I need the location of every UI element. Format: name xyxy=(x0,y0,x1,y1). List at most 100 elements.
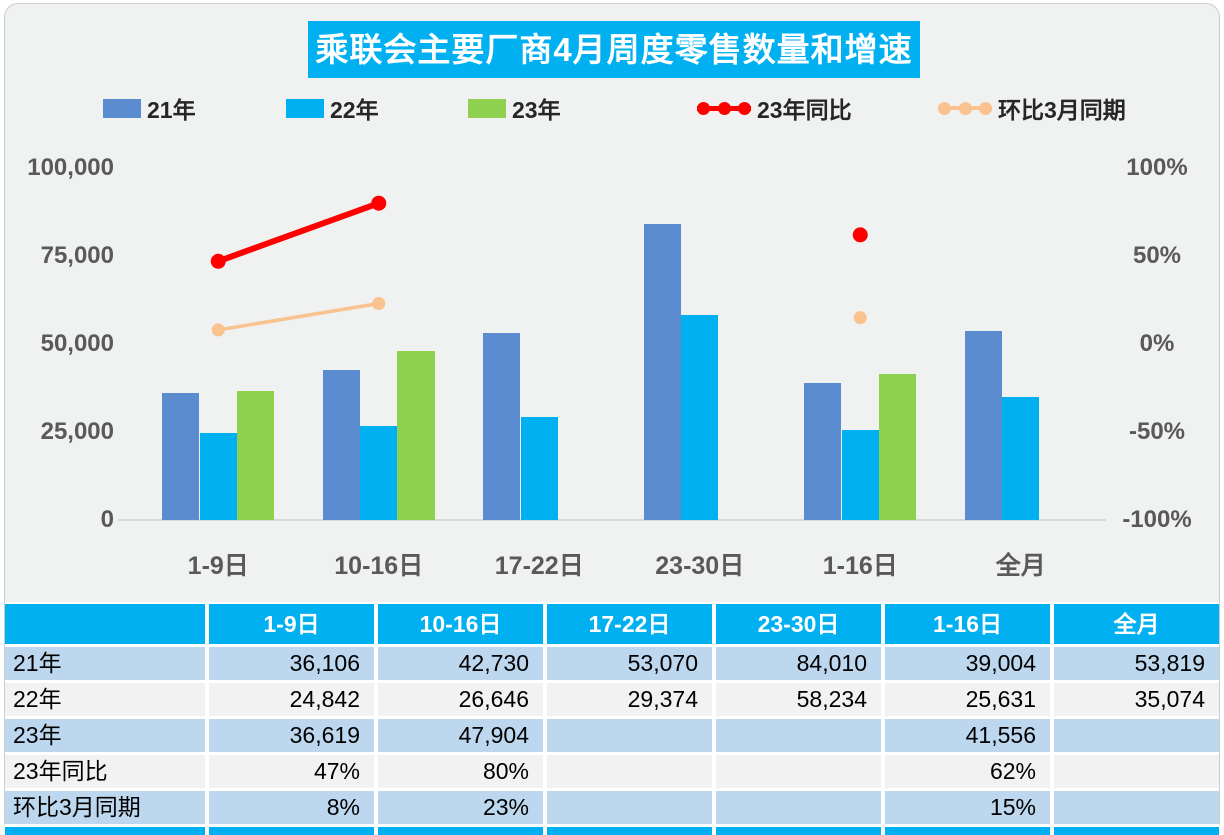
bar-21年 xyxy=(804,382,842,520)
table-cell: 23% xyxy=(378,791,543,824)
table-cell: 62% xyxy=(885,755,1050,788)
table-cell: 35,074 xyxy=(1054,683,1219,716)
x-axis-label: 10-16日 xyxy=(334,552,424,580)
legend-label: 23年同比 xyxy=(757,97,852,123)
x-axis-label: 1-16日 xyxy=(822,552,898,580)
legend-bar-swatch-icon xyxy=(103,98,141,118)
table-cell: 41,556 xyxy=(885,719,1050,752)
legend-label: 环比3月同期 xyxy=(998,97,1126,123)
y-axis-left-tick: 75,000 xyxy=(40,242,114,269)
table-cell xyxy=(547,719,712,752)
bar-21年 xyxy=(483,333,521,520)
legend-label: 22年 xyxy=(330,97,379,123)
legend-line-dot xyxy=(697,101,710,115)
table-row-label: 23年 xyxy=(5,719,205,752)
legend-line-dot xyxy=(738,101,751,115)
table-header-cell: 全月 xyxy=(1054,604,1219,644)
table-cell xyxy=(716,791,881,824)
bar-23年 xyxy=(236,391,275,520)
table-bottom-strip-cell xyxy=(378,827,543,835)
y-axis-right-tick: -50% xyxy=(1128,418,1186,445)
bar-23年 xyxy=(397,351,435,520)
table-header-cell: 10-16日 xyxy=(378,604,543,644)
x-axis-line xyxy=(118,519,1106,521)
table-row-label: 21年 xyxy=(5,647,205,680)
table-cell xyxy=(547,755,712,788)
table-row-label: 22年 xyxy=(5,683,205,716)
line-point-环比3月同期 xyxy=(211,323,225,337)
chart-title: 乘联会主要厂商4月周度零售数量和增速 xyxy=(308,21,920,78)
table-cell: 8% xyxy=(209,791,374,824)
x-axis-label: 全月 xyxy=(995,552,1046,580)
table-bottom-strip-cell xyxy=(1054,827,1219,835)
legend-bar-swatch-icon xyxy=(468,98,506,118)
table-cell: 42,730 xyxy=(378,647,543,680)
table-cell: 39,004 xyxy=(885,647,1050,680)
legend-line-dot xyxy=(979,101,992,115)
table-cell xyxy=(716,719,881,752)
x-axis-label: 17-22日 xyxy=(494,552,584,580)
legend-line-dot xyxy=(938,101,951,115)
table-header-cell: 23-30日 xyxy=(716,604,881,644)
table-cell: 26,646 xyxy=(378,683,543,716)
bar-21年 xyxy=(964,330,1002,520)
table-header-cell: 1-16日 xyxy=(885,604,1050,644)
table-cell: 53,819 xyxy=(1054,647,1219,680)
line-segment-23年同比 xyxy=(217,200,380,265)
legend-item-1: 21年 xyxy=(103,95,196,123)
legend-item-5: 环比3月同期 xyxy=(938,95,1126,123)
table-header-cell xyxy=(5,604,205,644)
table-cell: 80% xyxy=(378,755,543,788)
table-cell: 15% xyxy=(885,791,1050,824)
legend-line-dot xyxy=(958,101,972,115)
table-cell xyxy=(716,755,881,788)
bar-21年 xyxy=(643,224,681,520)
table-bottom-strip-cell xyxy=(547,827,712,835)
y-axis-left-tick: 50,000 xyxy=(40,330,114,357)
legend-item-4: 23年同比 xyxy=(697,95,852,123)
table-cell: 36,106 xyxy=(209,647,374,680)
table-cell: 58,234 xyxy=(716,683,881,716)
table-bottom-strip-cell xyxy=(885,827,1050,835)
legend-label: 23年 xyxy=(512,97,561,123)
table-cell xyxy=(1054,791,1219,824)
table-cell: 47% xyxy=(209,755,374,788)
y-axis-right-tick: -100% xyxy=(1122,506,1192,533)
legend-label: 21年 xyxy=(147,97,196,123)
line-point-23年同比 xyxy=(210,253,226,269)
line-point-23年同比 xyxy=(371,195,387,211)
y-axis-right-tick: 100% xyxy=(1126,154,1188,181)
bar-22年 xyxy=(841,429,879,520)
table-row-label: 23年同比 xyxy=(5,755,205,788)
table-header-cell: 1-9日 xyxy=(209,604,374,644)
legend-item-3: 23年 xyxy=(468,95,561,123)
bar-21年 xyxy=(322,369,360,520)
y-axis-left-tick: 100,000 xyxy=(27,154,114,181)
legend-line-dot xyxy=(717,101,731,115)
table-cell: 53,070 xyxy=(547,647,712,680)
table-cell xyxy=(1054,719,1219,752)
y-axis-left-tick: 0 xyxy=(100,506,114,533)
table-bottom-strip-cell xyxy=(5,827,205,835)
table-cell xyxy=(1054,755,1219,788)
table-bottom-strip-cell xyxy=(716,827,881,835)
data-table: 1-9日 10-16日 17-22日 23-30日 1-16日 全月 21年 36,106 42… xyxy=(5,602,1219,835)
table-cell: 25,631 xyxy=(885,683,1050,716)
bar-22年 xyxy=(360,426,398,520)
bar-23年 xyxy=(878,373,917,520)
table-cell: 24,842 xyxy=(209,683,374,716)
bar-22年 xyxy=(1002,396,1040,520)
legend-bar-swatch-icon xyxy=(286,98,324,118)
table-cell xyxy=(547,791,712,824)
table-cell: 84,010 xyxy=(716,647,881,680)
line-point-环比3月同期 xyxy=(853,311,867,325)
x-axis-label: 23-30日 xyxy=(655,552,745,580)
y-axis-right-tick: 50% xyxy=(1132,242,1182,269)
bar-22年 xyxy=(520,416,558,520)
x-axis-label: 1-9日 xyxy=(187,552,249,580)
y-axis-left-tick: 25,000 xyxy=(40,418,114,445)
line-point-23年同比 xyxy=(852,227,868,243)
legend-line-marker-icon xyxy=(938,98,992,118)
legend-line-marker-icon xyxy=(697,98,751,118)
